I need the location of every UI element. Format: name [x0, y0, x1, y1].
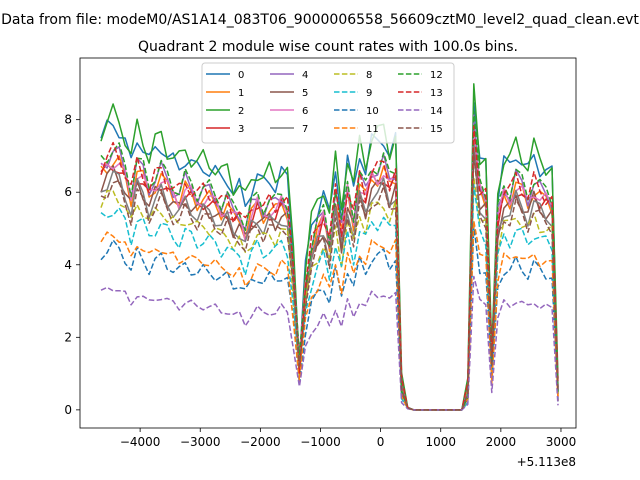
legend-label-11: 11 [366, 124, 379, 135]
legend-label-4: 4 [302, 70, 308, 81]
legend-label-7: 7 [302, 124, 308, 135]
series-lines [100, 83, 559, 411]
plot-area: −4000 −3000 −2000 −1000 0 1000 2000 3000 0 2 4 6 8 +5… [64, 57, 577, 469]
legend-label-12: 12 [430, 70, 443, 81]
y-tick-label: 4 [64, 258, 72, 272]
x-tick-label: 2000 [486, 435, 517, 449]
axes-frame [79, 57, 577, 429]
y-tick-label: 6 [64, 185, 72, 199]
chart-title: Quadrant 2 module wise count rates with … [138, 39, 518, 55]
series-line-7 [100, 143, 559, 411]
y-tick-label: 2 [64, 330, 72, 344]
y-tick-label: 8 [64, 113, 72, 127]
series-line-9 [100, 183, 559, 411]
x-tick-label: −1000 [300, 435, 341, 449]
series-line-11 [100, 220, 559, 411]
legend-label-14: 14 [430, 106, 443, 117]
legend-label-2: 2 [238, 106, 244, 117]
legend-label-3: 3 [238, 124, 244, 135]
legend-label-13: 13 [430, 88, 443, 99]
legend-label-15: 15 [430, 124, 443, 135]
series-line-14 [100, 275, 559, 411]
legend-frame [201, 62, 455, 144]
legend-label-6: 6 [302, 106, 308, 117]
legend-label-0: 0 [238, 70, 244, 81]
x-offset-label: +5.113e8 [517, 455, 576, 469]
legend-label-1: 1 [238, 88, 244, 99]
legend-label-8: 8 [366, 70, 372, 81]
x-tick-label: 0 [377, 435, 385, 449]
series-line-13 [100, 125, 559, 411]
x-tick-label: 1000 [425, 435, 456, 449]
chart-suptitle: Data from file: modeM0/AS1A14_083T06_900… [1, 12, 639, 28]
x-tick-label: −3000 [180, 435, 221, 449]
y-tick-label: 0 [64, 403, 72, 417]
series-line-10 [100, 225, 559, 411]
legend-label-10: 10 [366, 106, 379, 117]
x-tick-label: −4000 [120, 435, 161, 449]
legend-label-5: 5 [302, 88, 308, 99]
series-line-15 [100, 151, 559, 411]
series-line-12 [100, 110, 559, 411]
legend-label-9: 9 [366, 88, 372, 99]
x-tick-label: 3000 [546, 435, 577, 449]
series-line-2 [100, 83, 559, 411]
x-tick-label: −2000 [240, 435, 281, 449]
